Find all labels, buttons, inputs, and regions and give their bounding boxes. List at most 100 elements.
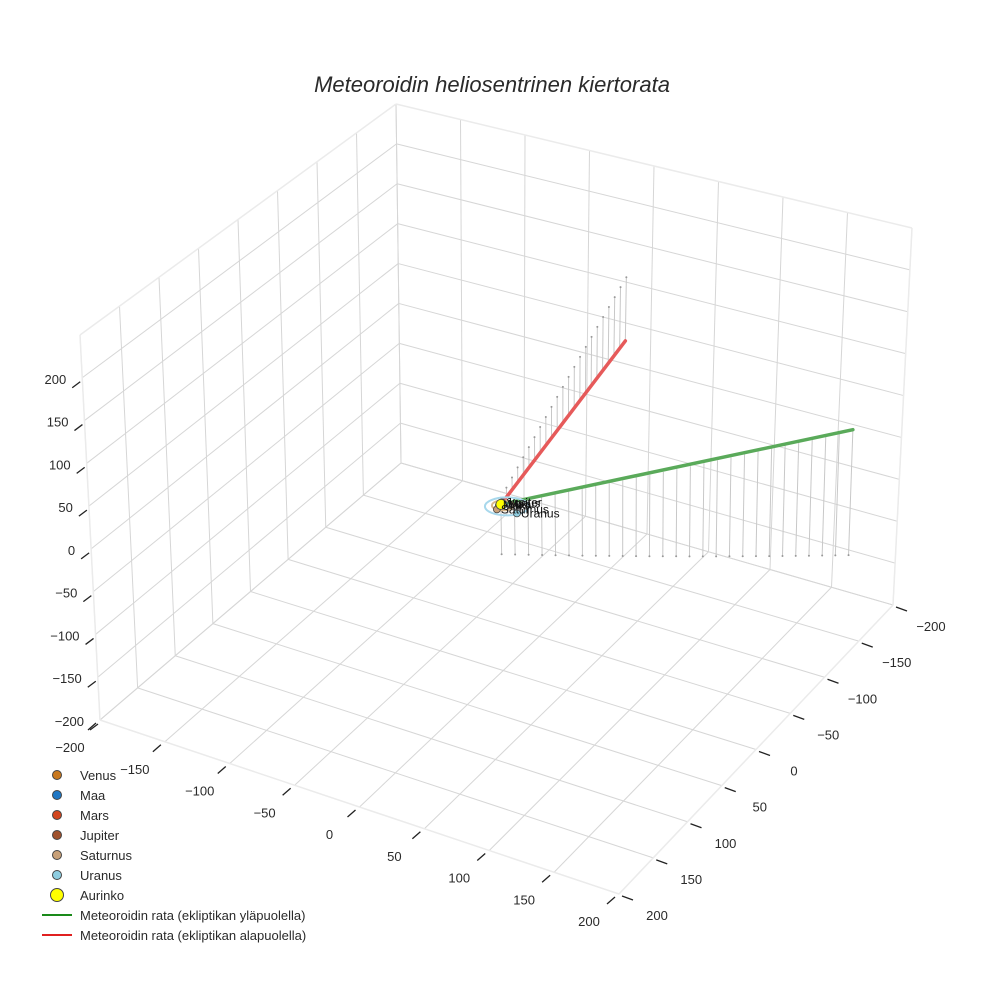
gridline-left-z <box>86 223 398 464</box>
legend-item[interactable]: Uranus <box>34 865 306 885</box>
drop-point <box>581 554 584 557</box>
drop-line <box>624 277 627 341</box>
gridline-back-z <box>399 342 900 480</box>
x-tick-label: 100 <box>448 871 470 886</box>
legend-dot-icon <box>52 770 62 780</box>
planet-marker-uranus[interactable] <box>513 509 521 518</box>
gridline-left-z <box>90 303 400 550</box>
drop-line <box>715 460 718 557</box>
drop-point <box>550 405 553 408</box>
x-tick-label: −100 <box>185 784 214 799</box>
gridline-back-z <box>400 422 896 564</box>
z-tick-label: −150 <box>52 671 81 686</box>
y-tick-label: 100 <box>715 836 737 851</box>
z-tick-label: −200 <box>55 714 84 729</box>
drop-point <box>554 554 557 557</box>
x-tick-label: −150 <box>120 762 149 777</box>
drop-line <box>848 429 854 556</box>
drop-line <box>755 451 759 557</box>
gridline-back-z <box>397 223 906 355</box>
drop-point <box>573 365 576 368</box>
drop-line <box>795 442 800 556</box>
legend-item[interactable]: Maa <box>34 785 306 805</box>
drop-point <box>625 276 628 279</box>
x-tick-label: 50 <box>387 849 401 864</box>
grid <box>79 103 913 895</box>
legend-item[interactable]: Aurinko <box>34 885 306 905</box>
z-tick <box>85 637 94 645</box>
box-edge <box>892 227 913 606</box>
gridline-back-x <box>585 150 590 517</box>
gridline-left-y <box>198 248 214 624</box>
planet-label-venus: Venus <box>507 496 540 510</box>
y-tick-label: 0 <box>790 764 797 779</box>
planet-label-jupiter: Jupiter <box>506 495 542 509</box>
x-tick <box>541 874 551 883</box>
x-tick-label: 150 <box>513 892 535 907</box>
drop-point <box>561 385 564 388</box>
z-tick-label: 0 <box>68 543 75 558</box>
z-tick <box>89 723 99 731</box>
drop-line <box>662 471 664 557</box>
drop-point <box>579 355 582 358</box>
gridline-floor-y <box>175 655 688 823</box>
drop-point <box>522 456 525 459</box>
x-tick-label: 0 <box>326 827 333 842</box>
trajectory-below-ecliptic[interactable] <box>499 339 628 507</box>
legend-dot-icon <box>52 850 62 860</box>
legend-label: Aurinko <box>80 887 125 903</box>
y-tick <box>861 642 873 648</box>
legend-item[interactable]: Mars <box>34 805 306 825</box>
gridline-left-y <box>237 219 251 592</box>
gridline-back-x <box>769 196 784 570</box>
drop-point <box>847 554 850 557</box>
y-tick <box>895 606 908 612</box>
y-tick <box>656 859 668 865</box>
legend-item[interactable]: Jupiter <box>34 825 306 845</box>
gridline-back-x <box>831 212 848 588</box>
drop-line <box>500 504 503 555</box>
drop-point <box>754 555 757 558</box>
gridline-left-y <box>277 190 289 560</box>
drop-line <box>808 439 813 556</box>
y-tick <box>621 895 634 901</box>
drop-point <box>510 476 513 479</box>
z-tick-label: 200 <box>45 372 67 387</box>
z-tick <box>74 424 83 432</box>
drop-point <box>602 315 605 318</box>
legend-item[interactable]: Meteoroidin rata (ekliptikan alapuolella… <box>34 925 306 945</box>
drop-point <box>794 554 797 557</box>
planet-marker-aurinko[interactable] <box>495 498 507 510</box>
uranus-orbit <box>483 496 530 517</box>
planet-label-mars: Mars <box>503 498 530 512</box>
legend-item[interactable]: Saturnus <box>34 845 306 865</box>
trajectory-above-ecliptic[interactable] <box>499 427 855 507</box>
legend-item[interactable]: Venus <box>34 765 306 785</box>
trajectories <box>499 339 855 507</box>
legend-item[interactable]: Meteoroidin rata (ekliptikan yläpuolella… <box>34 905 306 925</box>
legend-label: Mars <box>80 807 109 823</box>
legend-dot-icon <box>52 870 62 880</box>
legend-label: Venus <box>80 767 117 783</box>
z-tick <box>76 466 86 474</box>
gridline-back-x <box>523 134 526 499</box>
y-tick-label: −150 <box>882 655 911 670</box>
drop-point <box>516 466 519 469</box>
drop-point <box>834 554 837 557</box>
x-tick-label: 200 <box>578 914 600 929</box>
drop-point <box>567 375 570 378</box>
legend: Venus Maa Mars Jupiter Saturnus Uranus Aurinko… <box>34 765 306 945</box>
drop-line <box>619 287 622 349</box>
planet-label-maa: Maa <box>508 497 532 511</box>
gridline-left-z <box>97 422 401 678</box>
drop-point <box>608 554 611 557</box>
drop-point <box>607 306 610 309</box>
drop-point <box>715 555 718 558</box>
gridline-back-z <box>399 382 898 522</box>
gridline-back-z <box>398 263 904 397</box>
drop-point <box>596 325 599 328</box>
drop-point <box>541 553 544 556</box>
gridline-back-x <box>708 181 719 552</box>
gridline-left-z <box>93 342 400 593</box>
